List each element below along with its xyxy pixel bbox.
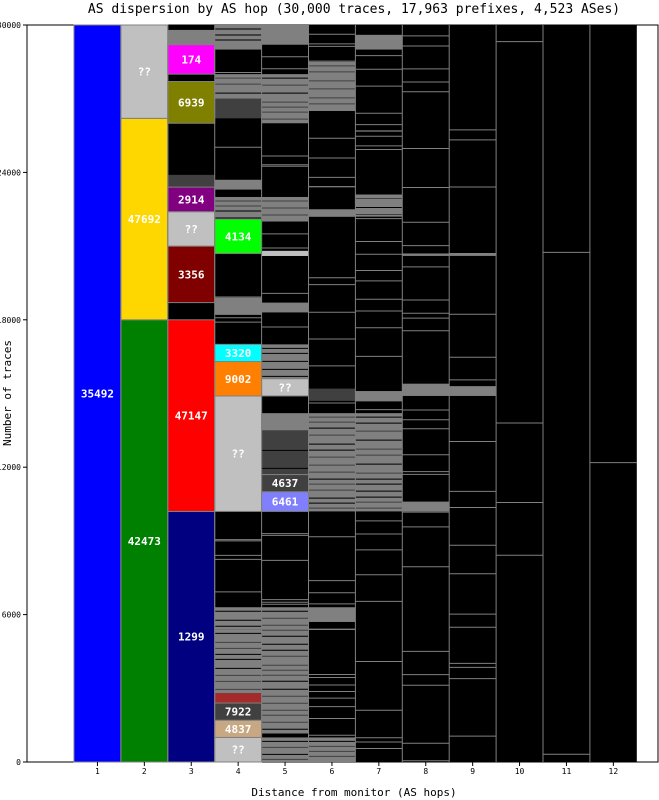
x-tick-label: 7 — [376, 767, 381, 776]
hop-4-band — [214, 693, 262, 704]
as-block-unknownunknown-hop-4 — [214, 395, 263, 512]
hop-7-band — [355, 34, 403, 50]
hop-4-band — [214, 297, 262, 315]
y-tick-label: 0 — [16, 758, 21, 767]
y-axis: 0 6000 12000 18000 24000 30000 — [0, 21, 27, 767]
y-tick-label: 24000 — [0, 168, 21, 177]
as-block-label: 47147 — [175, 410, 208, 423]
as-block-label: 6461 — [272, 496, 299, 509]
x-tick-label: 3 — [189, 767, 194, 776]
hop-8-band — [402, 383, 450, 396]
x-tick-label: 6 — [330, 767, 335, 776]
hop-7-band — [355, 194, 403, 217]
x-tick-label: 10 — [515, 767, 525, 776]
as-block-label: 3356 — [178, 268, 205, 281]
as-block-label: ?? — [185, 223, 198, 236]
x-axis-label: Distance from monitor (AS hops) — [251, 786, 456, 799]
as-block-label: 9002 — [225, 373, 252, 386]
x-axis: 1 2 3 4 5 6 7 8 9 10 11 12 — [95, 762, 618, 776]
hop-6-band — [308, 413, 356, 512]
hop-5-band — [261, 413, 309, 431]
hop-4-band — [214, 98, 262, 119]
as-block-label: 47692 — [128, 213, 161, 226]
as-block-unknownunknown-hop-3 — [167, 211, 216, 247]
x-tick-label: 11 — [562, 767, 572, 776]
hop-4-band — [214, 607, 262, 630]
x-tick-label: 4 — [236, 767, 241, 776]
x-tick-label: 9 — [470, 767, 475, 776]
x-tick-label: 12 — [609, 767, 619, 776]
hop-12-background — [589, 25, 637, 762]
x-tick-label: 8 — [423, 767, 428, 776]
as-block-label: 35492 — [81, 388, 114, 401]
x-tick-label: 1 — [95, 767, 100, 776]
hop-8-band — [402, 501, 450, 512]
hop-6-band — [308, 388, 356, 401]
as-block-label: 7922 — [225, 706, 252, 719]
hop-10-background — [496, 25, 543, 762]
hop-3-band — [167, 174, 215, 188]
as-block-47692-hop-2 — [120, 117, 169, 321]
as-block-label: 1299 — [178, 631, 205, 644]
as-block-label: 2914 — [178, 193, 205, 206]
hop-5-band — [261, 74, 309, 124]
x-tick-label: 2 — [142, 767, 147, 776]
y-axis-label: Number of traces — [1, 340, 14, 446]
as-block-label: 3320 — [225, 347, 252, 360]
as-block-label: ?? — [232, 744, 245, 757]
hop-4-band — [214, 629, 262, 694]
y-tick-label: 12000 — [0, 463, 21, 472]
hop-7-band — [355, 391, 403, 401]
as-block-label: 174 — [181, 53, 201, 66]
as-block-label: ?? — [138, 66, 151, 79]
as-block-label: 4637 — [272, 477, 299, 490]
hop-5-band — [261, 25, 309, 45]
hop-4-band — [214, 179, 262, 190]
plot-area: 35492 42473 47692?? 1299 47147 3356?? 2914 6939… — [73, 24, 637, 763]
hop-4-band — [214, 196, 262, 220]
y-tick-label: 6000 — [2, 611, 21, 620]
as-block-label: 4837 — [225, 723, 252, 736]
hop-5-band — [261, 251, 309, 256]
as-block-label: ?? — [232, 448, 245, 461]
hop-5-band — [261, 302, 309, 313]
as-block-label: 4134 — [225, 230, 252, 243]
hop-7-band — [355, 413, 403, 512]
hop-9-band — [449, 386, 497, 396]
hop-6-band — [308, 209, 356, 217]
as-block-47147-hop-3 — [167, 319, 216, 512]
y-tick-label: 18000 — [0, 316, 21, 325]
y-tick-label: 30000 — [0, 21, 21, 30]
x-tick-label: 5 — [283, 767, 288, 776]
hop-11-background — [543, 25, 590, 762]
as-block-label: ?? — [278, 381, 291, 394]
as-block-label: 42473 — [128, 535, 161, 548]
hop-8-band — [402, 253, 450, 256]
hop-3-band — [167, 29, 215, 45]
hop-9-band — [449, 253, 497, 256]
hop-5-band — [261, 430, 309, 475]
as-block-6939-hop-3 — [167, 81, 216, 124]
chart-title: AS dispersion by AS hop (30,000 traces, … — [88, 2, 620, 17]
hop-6-band — [308, 607, 356, 622]
as-block-label: 6939 — [178, 96, 205, 109]
hop-6-band — [308, 61, 356, 111]
